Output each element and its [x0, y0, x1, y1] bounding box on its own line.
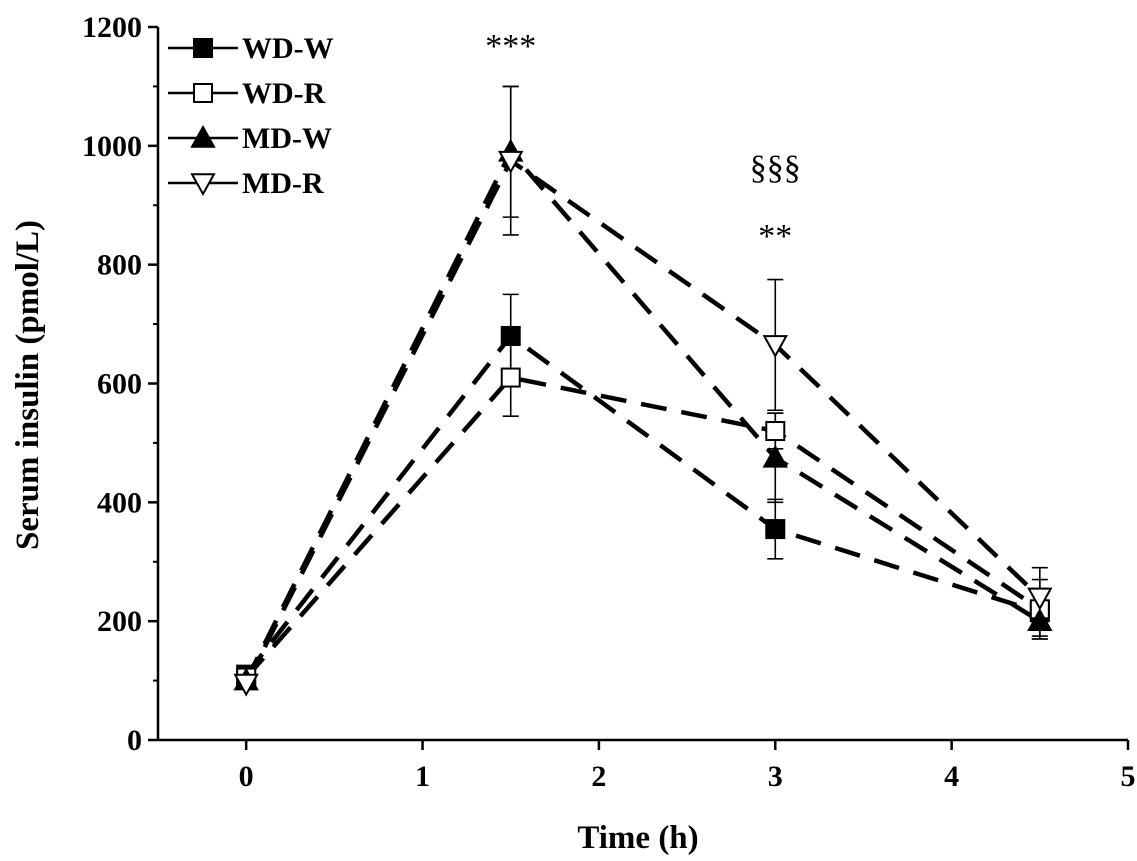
data-point-MD-R: [498, 150, 524, 174]
legend-label-WD-W: WD-W: [242, 32, 334, 65]
data-point-MD-R: [233, 673, 259, 697]
significance-annotation: ***: [485, 28, 536, 65]
x-tick-label: 5: [1121, 760, 1136, 793]
y-tick-label: 1000: [82, 130, 142, 163]
data-point-WD-R: [765, 421, 786, 442]
data-point-MD-R: [1027, 587, 1053, 611]
data-point-WD-W: [765, 519, 786, 540]
y-tick-label: 1200: [82, 11, 142, 44]
data-point-WD-W: [500, 325, 521, 346]
legend: WD-W WD-R MD-W MD-R: [168, 32, 334, 200]
series-lines: [244, 147, 1042, 685]
data-point-MD-W: [762, 444, 788, 468]
y-tick-label: 400: [97, 486, 142, 519]
legend-label-MD-R: MD-R: [242, 167, 324, 200]
y-tick-label: 200: [97, 605, 142, 638]
y-tick-label: 600: [97, 368, 142, 401]
series-line-WD-R: [244, 375, 1042, 680]
x-tick-label: 0: [239, 760, 254, 793]
data-point-MD-W: [1027, 608, 1053, 631]
series-line-MD-W: [244, 147, 1042, 682]
y-tick-label: 0: [127, 724, 142, 757]
x-tick-label: 4: [944, 760, 959, 793]
y-tick-label: 800: [97, 249, 142, 282]
x-axis-title: Time (h): [577, 820, 698, 856]
x-tick-label: 2: [591, 760, 606, 793]
legend-label-MD-W: MD-W: [242, 122, 332, 155]
significance-annotation: **: [758, 218, 792, 255]
legend-label-WD-R: WD-R: [242, 77, 326, 110]
x-tick-label: 3: [768, 760, 783, 793]
y-axis-title: Serum insulin (pmol/L): [10, 220, 46, 550]
legend-marker-WD-R: [193, 83, 213, 103]
legend-marker-WD-W: [193, 38, 213, 58]
data-point-MD-R: [762, 335, 788, 358]
x-tick-label: 1: [415, 760, 430, 793]
legend-marker-MD-W: [190, 124, 216, 148]
series-line-MD-R: [244, 157, 1042, 685]
axes: 0 200 400 600 800 1000 1200 0 1 2 3 4 5: [82, 11, 1136, 793]
legend-marker-MD-R: [190, 173, 216, 197]
annotations: *** §§§ **: [485, 28, 801, 255]
series-line-WD-W: [244, 332, 1041, 677]
data-point-WD-R: [500, 367, 521, 388]
series-markers: [233, 138, 1053, 697]
significance-annotation: §§§: [750, 150, 801, 187]
